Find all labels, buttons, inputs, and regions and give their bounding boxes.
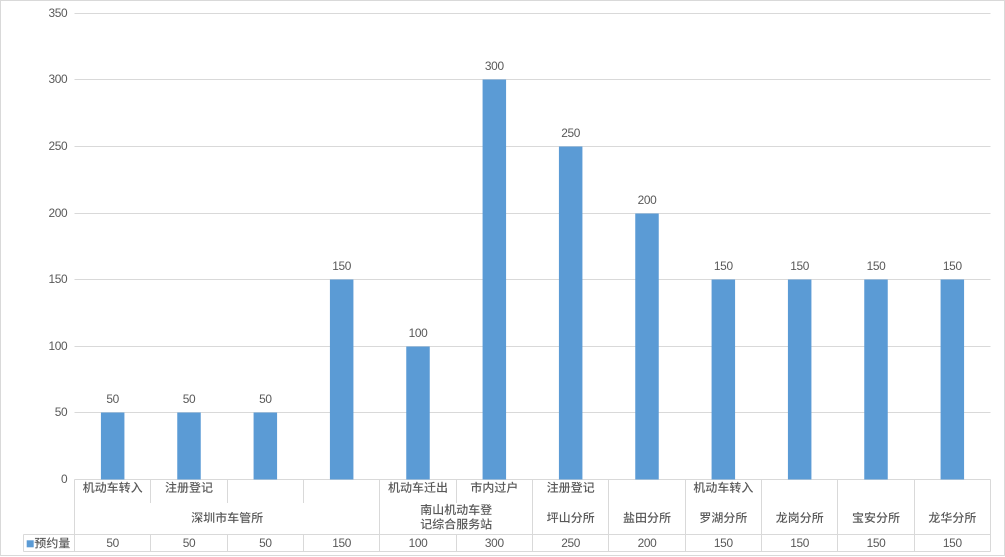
- svg-text:50: 50: [106, 536, 119, 550]
- svg-text:150: 150: [790, 259, 810, 273]
- svg-text:300: 300: [485, 59, 505, 73]
- svg-text:50: 50: [106, 392, 119, 406]
- svg-text:0: 0: [61, 472, 68, 486]
- svg-text:100: 100: [409, 536, 429, 550]
- svg-text:150: 150: [332, 259, 352, 273]
- svg-text:50: 50: [259, 536, 272, 550]
- svg-text:150: 150: [943, 259, 963, 273]
- svg-text:100: 100: [49, 339, 69, 353]
- svg-text:300: 300: [49, 72, 69, 86]
- svg-text:300: 300: [485, 536, 505, 550]
- svg-text:100: 100: [409, 326, 429, 340]
- svg-text:150: 150: [332, 536, 352, 550]
- svg-text:150: 150: [49, 272, 69, 286]
- svg-text:150: 150: [867, 536, 887, 550]
- svg-text:250: 250: [561, 126, 581, 140]
- svg-text:350: 350: [49, 6, 69, 20]
- svg-text:150: 150: [714, 536, 734, 550]
- svg-text:250: 250: [49, 139, 69, 153]
- svg-text:150: 150: [943, 536, 963, 550]
- svg-text:200: 200: [638, 193, 658, 207]
- svg-text:50: 50: [183, 392, 196, 406]
- svg-text:150: 150: [867, 259, 887, 273]
- svg-text:150: 150: [714, 259, 734, 273]
- svg-text:50: 50: [55, 405, 68, 419]
- svg-text:200: 200: [49, 206, 69, 220]
- svg-text:50: 50: [259, 392, 272, 406]
- svg-text:150: 150: [790, 536, 810, 550]
- svg-text:200: 200: [638, 536, 658, 550]
- svg-text:250: 250: [561, 536, 581, 550]
- svg-text:50: 50: [183, 536, 196, 550]
